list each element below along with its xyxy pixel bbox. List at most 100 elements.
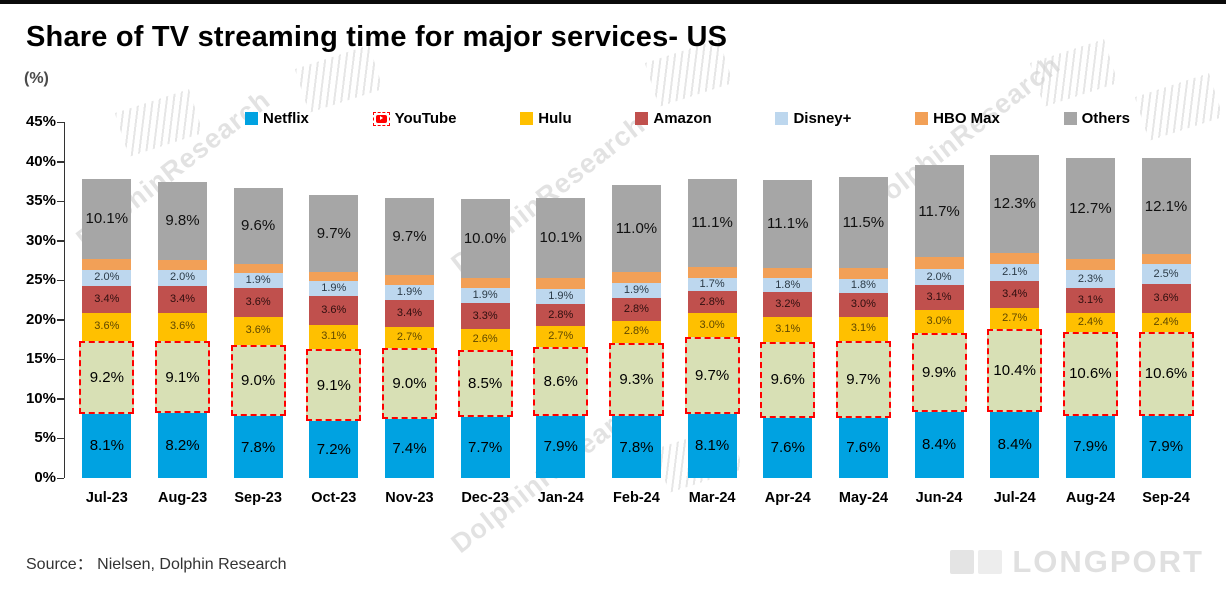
segment-value-label: 2.7% — [548, 330, 574, 343]
bar-aug-24: 12.7% 2.3% 3.1% 2.4% 10.6% 7.9% — [1062, 122, 1118, 478]
segment-value-label: 7.4% — [392, 440, 427, 458]
segment-value-label: 11.1% — [767, 215, 809, 233]
segment-netflix: 7.2% — [309, 421, 359, 478]
segment-value-label: 3.6% — [245, 324, 271, 337]
segment-value-label: 2.0% — [926, 270, 952, 283]
segment-youtube: 9.9% — [911, 333, 967, 412]
segment-youtube: 9.7% — [684, 337, 740, 414]
segment-netflix: 8.2% — [157, 413, 207, 478]
segment-value-label: 8.4% — [997, 436, 1032, 454]
segment-youtube: 10.6% — [1138, 331, 1194, 416]
x-tick-label: May-24 — [838, 490, 889, 506]
segment-value-label: 1.9% — [321, 282, 347, 295]
y-tick-label: 25% — [25, 271, 56, 289]
y-tick-label: 15% — [25, 350, 56, 368]
legend-label: Netflix — [263, 110, 309, 127]
segment-others: 11.0% — [611, 185, 661, 273]
segment-others: 12.1% — [1141, 158, 1191, 255]
page-title: Share of TV streaming time for major ser… — [26, 21, 728, 53]
segment-hbo-max — [157, 259, 207, 270]
source-note: Source： Nielsen, Dolphin Research — [26, 556, 287, 573]
segment-disney: 2.0% — [157, 269, 207, 286]
legend-item-disney: Disney+ — [775, 110, 851, 127]
x-tick-label: Oct-23 — [311, 490, 357, 506]
legend-item-others: Others — [1063, 110, 1130, 127]
legend-item-netflix: Netflix — [245, 110, 309, 127]
segment-amazon: 3.1% — [1065, 288, 1115, 313]
segment-value-label: 2.8% — [548, 308, 574, 321]
segment-value-label: 3.0% — [926, 314, 952, 327]
segment-value-label: 3.6% — [94, 320, 120, 333]
segment-hulu: 3.6% — [82, 312, 132, 342]
segment-value-label: 3.3% — [472, 309, 498, 322]
segment-value-label: 2.8% — [699, 295, 725, 308]
segment-hbo-max — [687, 266, 737, 278]
segment-value-label: 7.8% — [241, 438, 276, 456]
longport-logo-text: LONGPORT — [1012, 544, 1204, 579]
segment-value-label: 1.9% — [548, 289, 574, 302]
segment-hbo-max — [1141, 254, 1191, 265]
y-axis: 0% 5% 10% 15% 20% 25% 30% 35% 40% 45% — [14, 113, 64, 486]
segment-hulu: 2.4% — [1141, 312, 1191, 332]
x-tick-label: Jun-24 — [915, 490, 963, 506]
segment-value-label: 2.3% — [1077, 272, 1103, 285]
segment-value-label: 2.7% — [1002, 312, 1028, 325]
segment-value-label: 1.9% — [472, 289, 498, 302]
segment-others: 9.6% — [233, 187, 283, 264]
segment-value-label: 1.8% — [775, 278, 801, 291]
bar-mar-24: 11.1% 1.7% 2.8% 3.0% 9.7% 8.1% — [684, 122, 740, 478]
segment-youtube: 9.7% — [835, 341, 891, 418]
segment-netflix: 8.4% — [990, 411, 1040, 478]
segment-value-label: 1.9% — [396, 286, 422, 299]
bar-sep-23: 9.6% 1.9% 3.6% 3.6% 9.0% 7.8% — [230, 122, 286, 478]
segment-value-label: 8.5% — [468, 374, 503, 392]
chart-area: 0% 5% 10% 15% 20% 25% 30% 35% 40% 45% Netflix YouT… — [14, 110, 1208, 486]
segment-others: 9.7% — [384, 198, 434, 275]
segment-hbo-max — [460, 277, 510, 289]
segment-disney: 2.3% — [1065, 269, 1115, 289]
bar-aug-23: 9.8% 2.0% 3.4% 3.6% 9.1% 8.2% — [154, 122, 210, 478]
segment-hbo-max — [763, 267, 813, 278]
y-tick-label: 35% — [25, 192, 56, 210]
segment-value-label: 3.6% — [245, 295, 271, 308]
segment-netflix: 8.4% — [914, 411, 964, 478]
segment-amazon: 3.6% — [1141, 284, 1191, 313]
segment-hbo-max — [990, 252, 1040, 265]
bar-nov-23: 9.7% 1.9% 3.4% 2.7% 9.0% 7.4% — [381, 122, 437, 478]
x-tick-label: Jul-24 — [993, 490, 1036, 506]
x-tick-label: Aug-23 — [157, 490, 208, 506]
y-tick-mark — [57, 319, 64, 321]
segment-hulu: 2.6% — [460, 329, 510, 350]
segment-value-label: 8.6% — [543, 373, 578, 390]
segment-hbo-max — [536, 277, 586, 289]
segment-hulu: 2.7% — [990, 307, 1040, 330]
segment-hulu: 3.1% — [763, 317, 813, 342]
segment-value-label: 9.6% — [770, 371, 805, 389]
segment-youtube: 9.3% — [608, 342, 664, 417]
legend-label: Hulu — [538, 110, 572, 127]
segment-value-label: 10.6% — [1144, 365, 1188, 383]
segment-hbo-max — [914, 257, 964, 270]
segment-value-label: 3.2% — [775, 298, 801, 311]
segment-value-label: 2.8% — [623, 303, 649, 316]
segment-hulu: 2.7% — [384, 326, 434, 349]
segment-youtube: 10.6% — [1062, 331, 1118, 416]
segment-disney: 1.8% — [838, 278, 888, 293]
youtube-legend-icon — [372, 111, 390, 126]
segment-value-label: 2.7% — [396, 331, 422, 344]
segment-netflix: 7.6% — [838, 417, 888, 478]
segment-netflix: 7.8% — [611, 416, 661, 478]
segment-value-label: 3.1% — [775, 323, 801, 336]
segment-youtube: 9.2% — [79, 341, 135, 414]
segment-value-label: 3.1% — [926, 290, 952, 303]
y-tick-mark — [57, 161, 64, 163]
segment-value-label: 8.1% — [694, 437, 730, 455]
bars-container: 10.1% 2.0% 3.4% 3.6% 9.2% 8.1% 9.8% 2.0% 3.4% 3.6… — [65, 122, 1208, 478]
y-tick-mark — [57, 358, 64, 361]
y-tick-label: 45% — [25, 113, 56, 130]
legend-swatch-others — [1063, 112, 1077, 125]
segment-value-label: 9.7% — [316, 224, 351, 242]
segment-hbo-max — [233, 263, 283, 274]
legend-swatch-disney — [775, 112, 789, 125]
